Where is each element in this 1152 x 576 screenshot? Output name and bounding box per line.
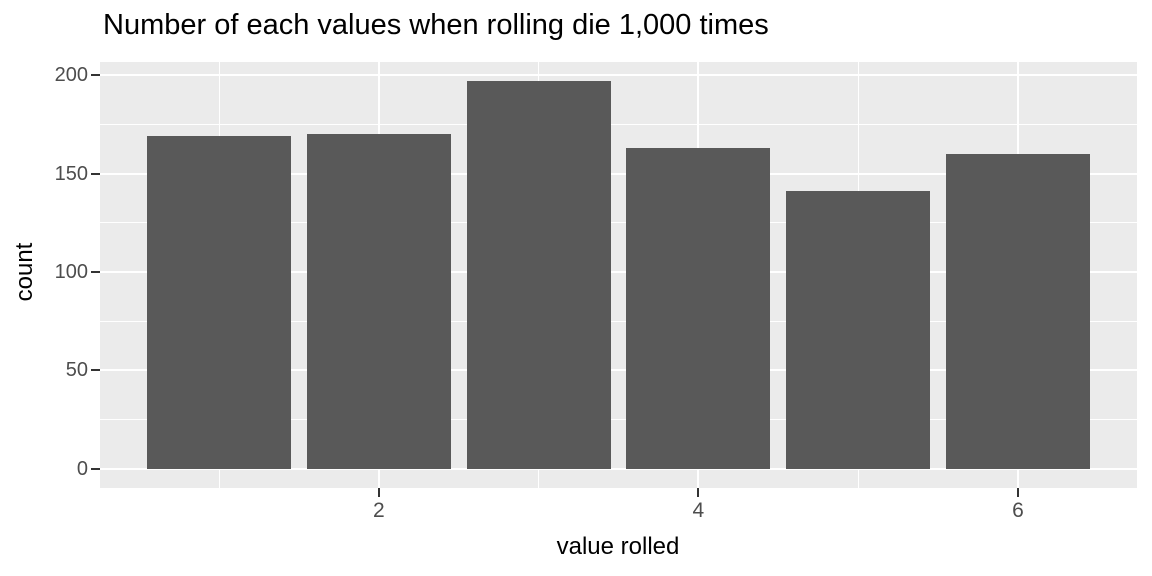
- y-tick-mark: [91, 172, 100, 175]
- chart-title: Number of each values when rolling die 1…: [103, 9, 769, 41]
- y-major-gridline: [100, 74, 1137, 77]
- y-major-gridline: [100, 369, 1137, 372]
- y-tick-label: 150: [54, 162, 88, 185]
- y-tick-label: 200: [54, 64, 88, 87]
- bar-value-1: [147, 136, 291, 469]
- y-tick-mark: [91, 467, 100, 470]
- y-tick-mark: [91, 369, 100, 372]
- y-minor-gridline: [100, 124, 1137, 126]
- bar-value-5: [786, 191, 931, 469]
- y-major-gridline: [100, 172, 1137, 175]
- x-tick-mark: [377, 488, 380, 497]
- y-minor-gridline: [100, 222, 1137, 224]
- y-minor-gridline: [100, 320, 1137, 322]
- bar-value-4: [626, 148, 771, 469]
- y-tick-label: 50: [65, 359, 88, 382]
- bar-value-2: [306, 134, 451, 469]
- bar-value-3: [466, 81, 611, 469]
- y-major-gridline: [100, 467, 1137, 470]
- x-tick-mark: [697, 488, 700, 497]
- x-tick-label: 6: [1012, 499, 1024, 522]
- y-tick-mark: [91, 271, 100, 274]
- y-major-gridline: [100, 271, 1137, 274]
- y-tick-mark: [91, 74, 100, 77]
- x-tick-mark: [1016, 488, 1019, 497]
- bar-value-6: [946, 154, 1090, 469]
- x-axis-label: value rolled: [556, 533, 680, 560]
- x-tick-label: 2: [372, 499, 385, 522]
- y-minor-gridline: [100, 418, 1137, 420]
- plot-panel: [100, 62, 1137, 488]
- y-tick-label: 100: [54, 261, 88, 284]
- x-tick-label: 4: [692, 499, 705, 522]
- y-tick-label: 0: [76, 457, 88, 480]
